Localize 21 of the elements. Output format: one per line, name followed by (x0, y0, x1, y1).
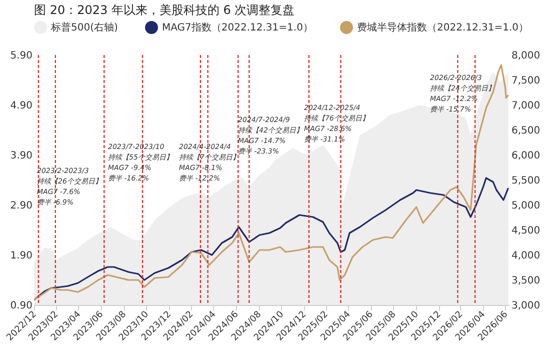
y2-tick-label: 3,000 (512, 300, 540, 312)
y-tick-label: 1.90 (10, 250, 32, 262)
legend-label: 标普500(右轴) (50, 22, 118, 34)
legend-label: 费城半导体指数（2022.12.31=1.0） (357, 22, 529, 34)
y2-tick-label: 3,500 (512, 276, 540, 286)
y2-tick-label: 7,500 (512, 76, 540, 86)
y-tick-label: 0.90 (10, 300, 32, 312)
chart-title: 图 20：2023 年以来，美股科技的 6 次调整复盘 (34, 3, 295, 17)
y-tick-label: 2.90 (10, 200, 32, 212)
y2-tick-label: 4,000 (512, 250, 540, 262)
y-tick-label: 3.90 (10, 150, 32, 162)
y2-tick-label: 7,000 (512, 100, 540, 112)
y2-tick-label: 6,000 (512, 150, 540, 162)
legend-label: MAG7指数（2022.12.31=1.0） (162, 22, 313, 34)
y2-tick-label: 8,000 (512, 50, 540, 62)
y-tick-label: 5.90 (10, 50, 32, 62)
y2-tick-label: 5,500 (512, 176, 540, 186)
y-tick-label: 4.90 (10, 100, 32, 112)
y2-tick-label: 5,000 (512, 200, 540, 212)
y2-tick-label: 4,500 (512, 226, 540, 236)
y2-tick-label: 6,500 (512, 126, 540, 136)
